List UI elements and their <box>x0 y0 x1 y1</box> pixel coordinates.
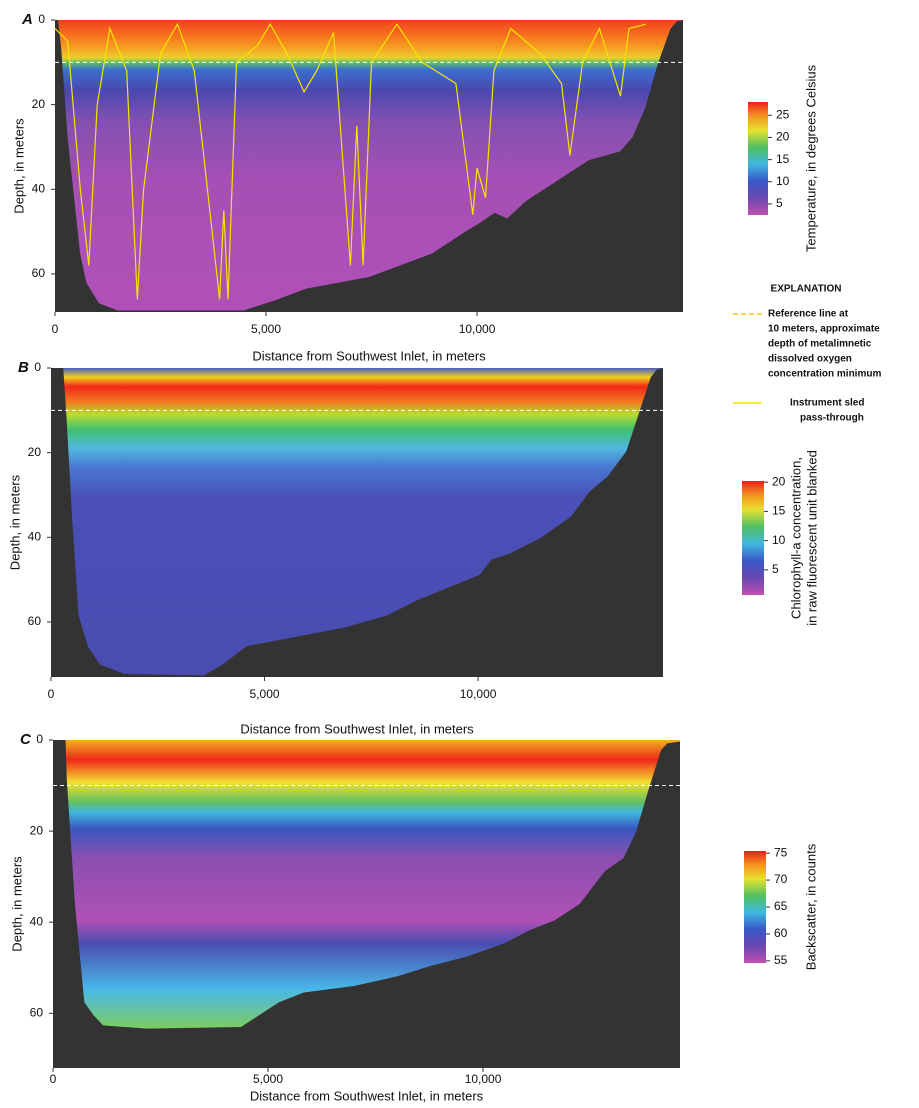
y-tick-label: 0 <box>34 360 41 374</box>
panel-label: A <box>21 11 33 28</box>
y-tick-label: 60 <box>32 266 46 280</box>
colorbar-tick-label: 25 <box>776 107 790 121</box>
x-tick-label: 10,000 <box>460 687 497 701</box>
x-tick-label: 0 <box>48 687 55 701</box>
y-tick-label: 20 <box>32 97 46 111</box>
legend-sled-label: Instrument sled <box>790 398 864 409</box>
x-axis-label: Distance from Southwest Inlet, in meters <box>252 348 486 363</box>
x-tick-label: 10,000 <box>465 1072 502 1086</box>
legend-ref-label: concentration minimum <box>768 369 881 380</box>
y-tick-label: 40 <box>30 914 44 928</box>
legend-ref-label: Reference line at <box>768 309 849 320</box>
panel-label: C <box>20 731 32 748</box>
panel-label: B <box>18 359 29 376</box>
colorbar-tick-label: 10 <box>776 174 790 188</box>
sled-track <box>54 22 647 300</box>
colorbar-tick-label: 5 <box>776 196 783 210</box>
y-axis-label: Depth, in meters <box>9 856 24 952</box>
colorbar-tick-label: 15 <box>776 152 790 166</box>
colorbar-tick-label: 75 <box>774 845 788 859</box>
colorbar-label: in raw fluorescent unit blanked <box>804 450 819 626</box>
colorbar-tick-label: 70 <box>774 872 788 886</box>
y-axis-label: Depth, in meters <box>11 118 26 214</box>
legend-ref-label: 10 meters, approximate <box>768 324 880 335</box>
colorbar-label: Temperature, in degrees Celsius <box>803 64 818 252</box>
legend-ref-label: depth of metalimnetic <box>768 339 872 350</box>
x-tick-label: 10,000 <box>459 322 496 336</box>
colorbar-tick-label: 65 <box>774 899 788 913</box>
field-b <box>51 368 663 677</box>
x-axis-label: Distance from Southwest Inlet, in meters <box>240 721 474 736</box>
x-tick-label: 0 <box>52 322 59 336</box>
colorbar-tick-label: 20 <box>772 474 786 488</box>
colorbar-tick-label: 15 <box>772 504 786 518</box>
y-axis-label: Depth, in meters <box>7 474 22 570</box>
field-c <box>53 740 680 1068</box>
colorbar-label: Backscatter, in counts <box>803 843 818 970</box>
colorbar-tick-label: 10 <box>772 533 786 547</box>
legend-sled-label: pass-through <box>800 413 864 424</box>
colorbar-tick-label: 20 <box>776 130 790 144</box>
colorbar-tick-label: 55 <box>774 953 788 967</box>
y-tick-label: 0 <box>38 12 45 26</box>
colorbar-b <box>742 481 764 595</box>
y-tick-label: 40 <box>28 529 42 543</box>
colorbar-tick-label: 5 <box>772 562 779 576</box>
x-axis-label: Distance from Southwest Inlet, in meters <box>250 1088 484 1103</box>
colorbar-a <box>748 102 768 215</box>
x-tick-label: 5,000 <box>250 687 280 701</box>
colorbar-tick-label: 60 <box>774 926 788 940</box>
y-tick-label: 60 <box>28 614 42 628</box>
colorbar-label: Chlorophyll-a concentration, <box>788 457 803 619</box>
x-tick-label: 5,000 <box>253 1072 283 1086</box>
y-tick-label: 20 <box>30 823 44 837</box>
legend-ref-label: dissolved oxygen <box>768 354 852 365</box>
y-tick-label: 60 <box>30 1006 44 1020</box>
x-tick-label: 0 <box>50 1072 57 1086</box>
field-a <box>55 20 683 312</box>
legend-title: EXPLANATION <box>771 284 842 295</box>
colorbar-c <box>744 851 766 963</box>
y-tick-label: 0 <box>36 732 43 746</box>
y-tick-label: 20 <box>28 445 42 459</box>
y-tick-label: 40 <box>32 181 46 195</box>
x-tick-label: 5,000 <box>251 322 281 336</box>
